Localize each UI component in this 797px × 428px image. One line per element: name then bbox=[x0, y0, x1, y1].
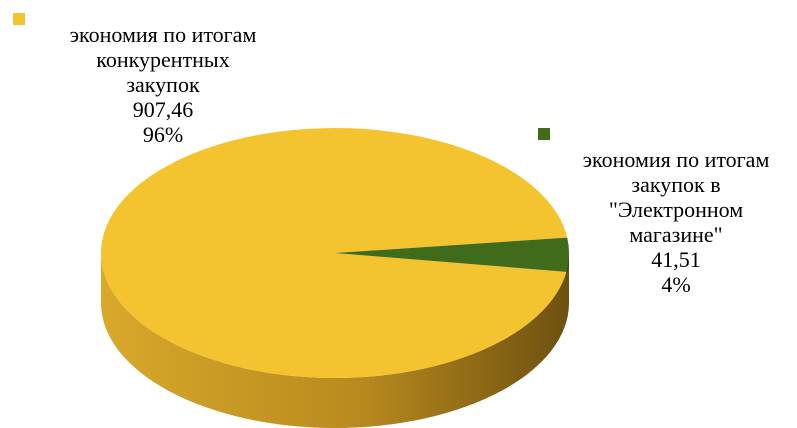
slice-1-value: 41,51 bbox=[651, 247, 701, 272]
slice-0-label-line-3: закупок bbox=[126, 72, 200, 97]
slice-0-marker bbox=[13, 13, 25, 25]
slice-0-wedge bbox=[101, 128, 568, 378]
slice-label-elektronny-magazin: экономия по итогам закупок в "Электронно… bbox=[556, 147, 796, 297]
slice-1-label-line-1: экономия по итогам bbox=[582, 147, 770, 172]
pie-side-wall bbox=[101, 253, 569, 428]
slice-0-label-line-2: конкурентных bbox=[96, 47, 230, 72]
slice-0-label-line-1: экономия по итогам bbox=[69, 22, 257, 47]
slice-0-percent: 96% bbox=[142, 122, 184, 147]
slice-1-marker bbox=[538, 128, 550, 140]
slice-1-wedge bbox=[335, 237, 569, 272]
slice-1-label-line-3: "Электронном bbox=[608, 197, 744, 222]
slice-1-label-line-4: магазине" bbox=[629, 222, 723, 247]
slice-1-percent: 4% bbox=[661, 272, 691, 297]
slice-0-value: 907,46 bbox=[132, 97, 194, 122]
slice-1-label-line-2: закупок в bbox=[631, 172, 721, 197]
pie-top bbox=[101, 128, 569, 378]
slice-label-konkurentnye: экономия по итогам конкурентных закупок … bbox=[38, 22, 288, 147]
